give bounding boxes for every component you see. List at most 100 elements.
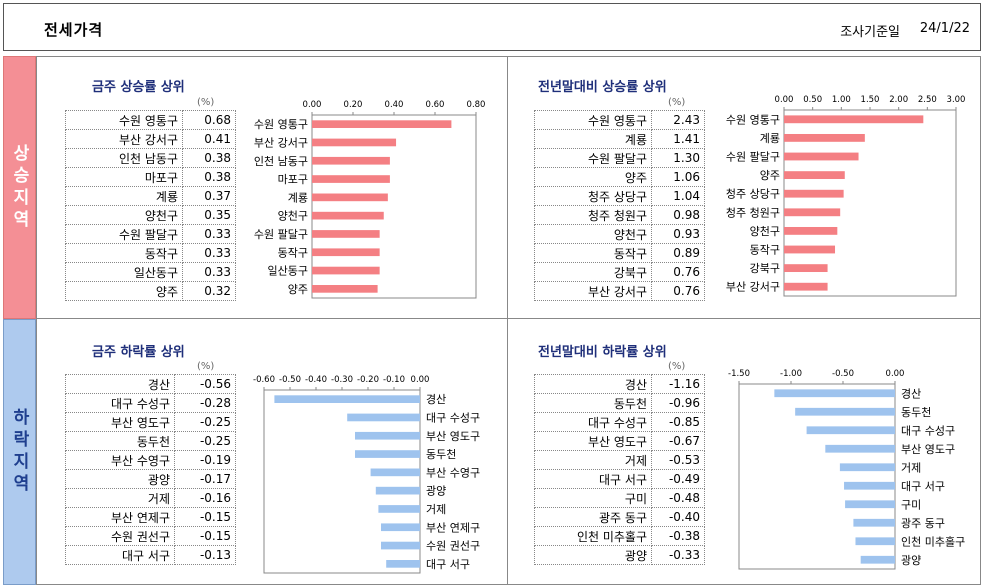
table-row: 수원 팔달구 1.30 [534, 148, 705, 168]
survey-date-value: 24/1/22 [919, 21, 970, 36]
bar [381, 523, 420, 532]
region-name-cell: 수원 영통구 [534, 110, 652, 130]
rate-value-cell: -0.33 [651, 545, 705, 565]
bar [784, 171, 845, 180]
rate-value-cell: -0.49 [651, 469, 705, 489]
rate-value-cell: 0.76 [651, 281, 705, 301]
region-name-cell: 수원 팔달구 [534, 148, 652, 168]
region-name-cell: 청주 상당구 [534, 186, 652, 206]
unit-label: (%) [197, 97, 215, 108]
region-name-cell: 광양 [534, 545, 652, 565]
region-name-cell: 양주 [65, 281, 183, 301]
x-tick-label: -1.00 [780, 369, 802, 379]
region-name-cell: 동두천 [534, 393, 652, 413]
bar [784, 133, 865, 142]
category-label: 대구 서구 [901, 480, 945, 493]
bar [784, 226, 838, 235]
category-label: 광양 [901, 554, 921, 567]
table-row: 수원 팔달구 0.33 [65, 224, 236, 244]
category-label: 광주 동구 [901, 517, 945, 530]
x-tick-label: -0.10 [383, 375, 405, 385]
rate-value-cell: -0.53 [651, 450, 705, 470]
table-row: 광양 -0.17 [65, 469, 236, 489]
table-row: 대구 수성구 -0.28 [65, 393, 236, 413]
bar [274, 395, 420, 403]
rate-value-cell: -0.96 [651, 393, 705, 413]
bar [795, 407, 895, 416]
category-label: 수원 영통구 [254, 118, 308, 131]
rate-value-cell: -0.38 [651, 526, 705, 546]
table-row: 부산 강서구 0.41 [65, 129, 236, 149]
table-row: 인천 미추홀구 -0.38 [534, 526, 705, 546]
region-name-cell: 동작구 [65, 243, 183, 263]
category-label: 거제 [426, 503, 446, 516]
region-name-cell: 인천 미추홀구 [534, 526, 652, 546]
rate-value-cell: -0.48 [651, 488, 705, 508]
table-row: 광양 -0.33 [534, 545, 705, 565]
table-row: 양천구 0.35 [65, 205, 236, 225]
category-label: 부산 연제구 [426, 521, 480, 534]
bar [355, 431, 420, 440]
rate-value-cell: 0.41 [182, 129, 236, 149]
table-row: 양천구 0.93 [534, 224, 705, 244]
region-name-cell: 구미 [534, 488, 652, 508]
bar [860, 555, 895, 564]
table-row: 경산 -0.56 [65, 374, 236, 394]
category-label: 동두천 [426, 447, 456, 461]
bar [386, 560, 420, 568]
section-label-falling-text: 하락지역 [9, 408, 29, 496]
bar [784, 245, 836, 254]
bar [375, 486, 420, 495]
region-name-cell: 경산 [534, 374, 652, 394]
category-label: 수원 영통구 [726, 113, 780, 126]
category-label: 일산동구 [268, 264, 308, 278]
category-label: 수원 권선구 [426, 540, 480, 553]
x-tick-label: -0.20 [357, 375, 379, 385]
table-row: 계룡 0.37 [65, 186, 236, 206]
category-label: 인천 미추홀구 [901, 534, 965, 548]
category-label: 청주 상당구 [726, 188, 780, 201]
category-label: 마포구 [278, 173, 308, 186]
category-label: 부산 수영구 [426, 466, 480, 479]
rate-value-cell: -0.17 [174, 469, 236, 489]
table-row: 부산 연제구 -0.15 [65, 507, 236, 527]
region-name-cell: 대구 수성구 [534, 412, 652, 432]
x-tick-label: 0.00 [775, 95, 794, 105]
bar [853, 518, 895, 527]
category-label: 대구 수성구 [426, 411, 480, 424]
category-label: 경산 [901, 387, 921, 400]
bar [839, 463, 895, 472]
region-name-cell: 부산 연제구 [65, 507, 175, 527]
category-label: 동두천 [901, 405, 931, 419]
category-label: 동작구 [278, 246, 308, 259]
region-name-cell: 광주 동구 [534, 507, 652, 527]
bar [844, 481, 895, 490]
rate-value-cell: 0.32 [182, 281, 236, 301]
region-name-cell: 인천 남동구 [65, 148, 183, 168]
region-name-cell: 부산 영도구 [534, 431, 652, 451]
table-row: 수원 영통구 0.68 [65, 110, 236, 130]
rate-value-cell: -0.19 [174, 450, 236, 470]
bar [355, 450, 420, 458]
bar [312, 138, 397, 147]
table-row: 거제 -0.53 [534, 450, 705, 470]
region-name-cell: 계룡 [534, 129, 652, 149]
category-label: 양천구 [278, 209, 308, 223]
x-tick-label: 0.80 [467, 100, 486, 110]
bar [312, 230, 380, 238]
x-tick-label: 0.20 [344, 100, 363, 110]
category-label: 청주 청원구 [726, 206, 780, 219]
x-tick-label: -0.50 [279, 375, 301, 385]
region-name-cell: 양천구 [534, 224, 652, 244]
category-label: 수원 팔달구 [254, 228, 308, 241]
x-tick-label: 0.00 [886, 369, 905, 379]
category-label: 부산 영도구 [901, 443, 955, 456]
region-name-cell: 동작구 [534, 243, 652, 263]
ranking-table-weekly-rise: 수원 영통구 0.68 부산 강서구 0.41 인천 남동구 0.38 마포구 0.38 계룡 0… [65, 110, 236, 301]
table-row: 양주 0.32 [65, 281, 236, 301]
panel-title-weekly-fall: 금주 하락률 상위 [92, 345, 185, 360]
bar [378, 505, 420, 513]
rate-value-cell: 0.33 [182, 262, 236, 282]
